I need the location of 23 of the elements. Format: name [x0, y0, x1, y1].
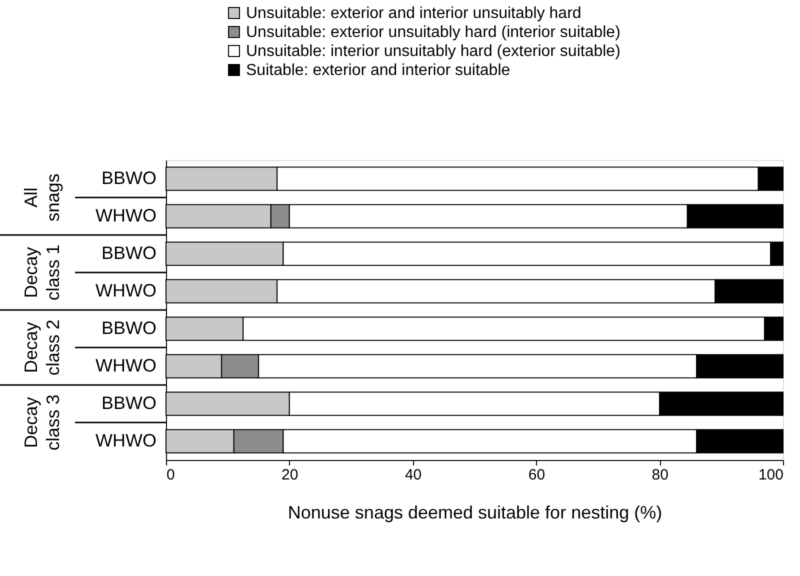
x-tick-label: 20: [282, 466, 298, 484]
legend-label: Unsuitable: exterior and interior unsuitably hard: [246, 5, 582, 22]
y-tick-label: WHWO: [96, 355, 156, 376]
y-tick-label: WHWO: [96, 205, 156, 226]
text: Decay class 3: [21, 394, 63, 451]
legend-label: Unsuitable: interior unsuitably hard (exterior suitable): [246, 43, 620, 60]
x-tick-label: 60: [528, 466, 546, 484]
x-axis-title: Nonuse snags deemed suitable for nesting (%): [288, 502, 662, 522]
text: All snags: [21, 173, 63, 222]
legend-label: Suitable: exterior and interior suitable: [246, 62, 510, 79]
x-tick-label: 100: [758, 466, 784, 484]
legend-label: Unsuitable: exterior unsuitably hard (interior suitable): [246, 24, 620, 41]
x-tick-label: 80: [652, 466, 668, 484]
x-tick-label: 40: [404, 466, 422, 484]
y-tick-label: BBWO: [101, 168, 156, 188]
text: Decay class 1: [21, 244, 63, 301]
y-tick-label: WHWO: [96, 430, 156, 450]
y-tick-label: BBWO: [101, 242, 156, 263]
x-tick-label: 0: [166, 466, 175, 484]
text: Decay class 2: [21, 319, 63, 376]
y-tick-label: BBWO: [101, 392, 156, 413]
y-tick-label: WHWO: [96, 280, 156, 300]
y-tick-label: BBWO: [101, 318, 156, 338]
